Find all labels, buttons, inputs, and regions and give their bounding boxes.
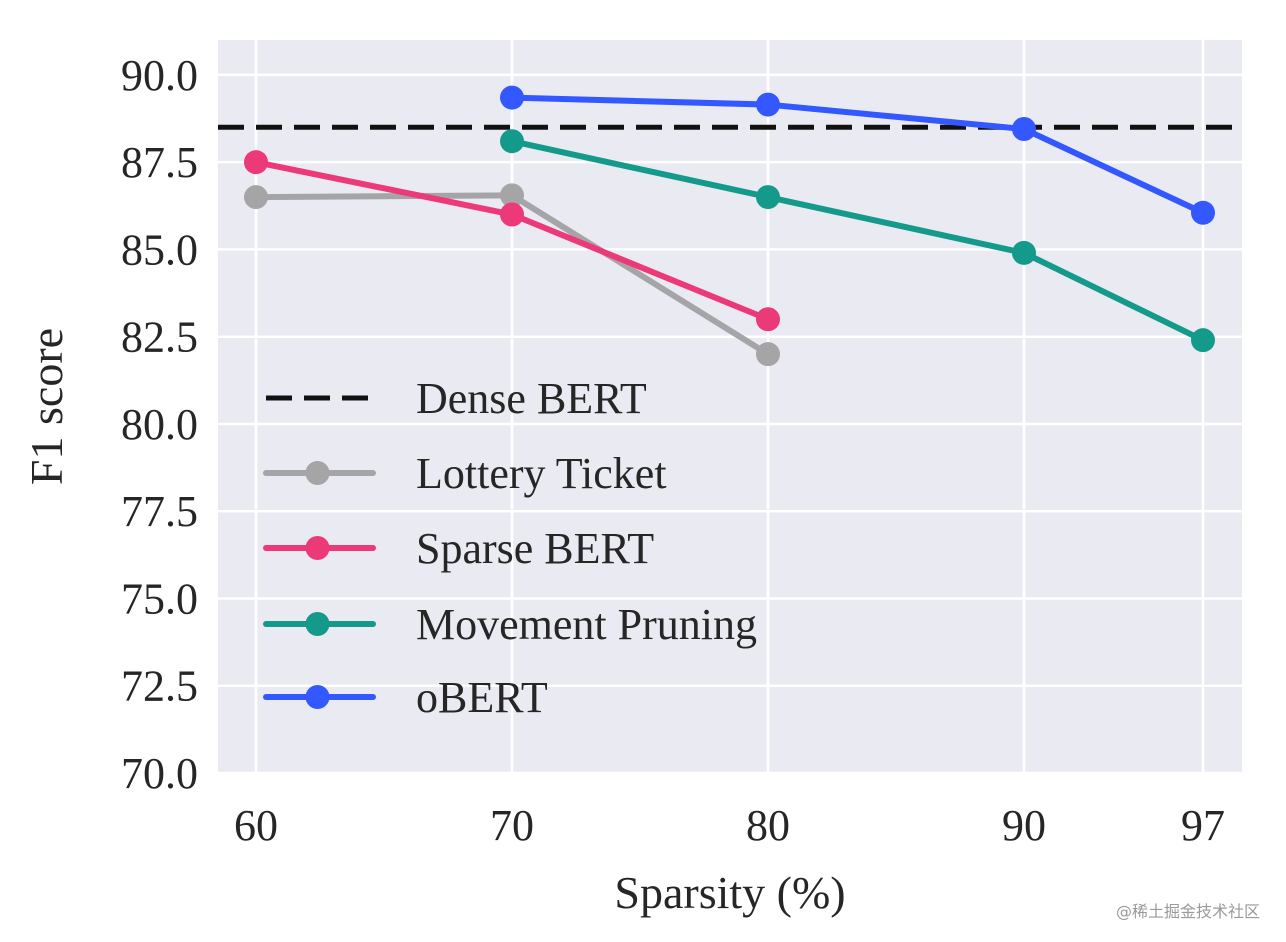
legend-marker xyxy=(305,612,330,636)
series-obert xyxy=(500,85,1215,225)
y-axis-title: F1 score xyxy=(21,328,72,485)
data-point-sparse-bert xyxy=(756,307,780,332)
series-line-obert xyxy=(509,94,1206,216)
x-tick-label: 90 xyxy=(1002,801,1046,850)
series-movement-pruning xyxy=(500,129,1215,353)
data-point-obert xyxy=(1012,117,1036,142)
legend-label: oBERT xyxy=(416,673,548,722)
legend-marker xyxy=(305,685,330,709)
legend-item-dense-bert: Dense BERT xyxy=(266,374,647,423)
x-tick-labels: 60 70 80 90 97 xyxy=(234,801,1225,850)
legend-label: Movement Pruning xyxy=(416,600,757,649)
data-point-obert xyxy=(756,92,780,117)
y-tick-label: 70.0 xyxy=(121,749,198,798)
x-axis-title: Sparsity (%) xyxy=(614,867,845,918)
series-group xyxy=(244,85,1215,367)
data-point-lottery-ticket xyxy=(244,185,268,210)
data-point-movement-pruning xyxy=(1012,240,1036,265)
legend-item-obert: oBERT xyxy=(263,673,548,722)
y-tick-labels: 70.0 72.5 75.0 77.5 80.0 82.5 85.0 87.5 90.0 xyxy=(121,51,198,798)
legend-item-lottery-ticket: Lottery Ticket xyxy=(263,449,667,498)
watermark: @稀土掘金技术社区 xyxy=(1115,902,1260,921)
y-tick-label: 82.5 xyxy=(121,313,198,362)
legend-label: Sparse BERT xyxy=(416,524,654,573)
y-tick-label: 75.0 xyxy=(121,574,198,623)
data-point-sparse-bert xyxy=(244,150,268,175)
plot-background xyxy=(218,40,1242,773)
y-tick-label: 72.5 xyxy=(121,662,198,711)
data-point-obert xyxy=(500,85,524,110)
y-tick-label: 85.0 xyxy=(121,225,198,274)
legend-marker xyxy=(305,536,330,560)
data-point-obert xyxy=(1191,200,1215,225)
y-tick-label: 90.0 xyxy=(121,51,198,100)
data-point-movement-pruning xyxy=(1191,328,1215,353)
y-tick-label: 80.0 xyxy=(121,400,198,449)
data-point-movement-pruning xyxy=(500,129,524,154)
x-tick-label: 97 xyxy=(1181,801,1225,850)
legend-item-movement-pruning: Movement Pruning xyxy=(263,600,757,649)
data-point-sparse-bert xyxy=(500,202,524,227)
legend: Dense BERT Lottery Ticket Sparse BERT Movem… xyxy=(263,374,757,722)
y-tick-label: 77.5 xyxy=(121,487,198,536)
y-tick-label: 87.5 xyxy=(121,138,198,187)
series-lottery-ticket xyxy=(244,183,780,367)
data-point-movement-pruning xyxy=(756,185,780,210)
legend-item-sparse-bert: Sparse BERT xyxy=(263,524,654,573)
series-line-movement-pruning xyxy=(509,138,1206,344)
x-tick-label: 80 xyxy=(746,801,790,850)
legend-marker xyxy=(305,461,330,485)
x-tick-label: 70 xyxy=(490,801,534,850)
grid-lines xyxy=(218,40,1242,775)
x-tick-label: 60 xyxy=(234,801,278,850)
data-point-lottery-ticket xyxy=(756,342,780,367)
series-sparse-bert xyxy=(244,150,780,332)
legend-label: Dense BERT xyxy=(416,374,647,423)
legend-label: Lottery Ticket xyxy=(416,449,667,498)
data-point-lottery-ticket xyxy=(500,183,524,208)
